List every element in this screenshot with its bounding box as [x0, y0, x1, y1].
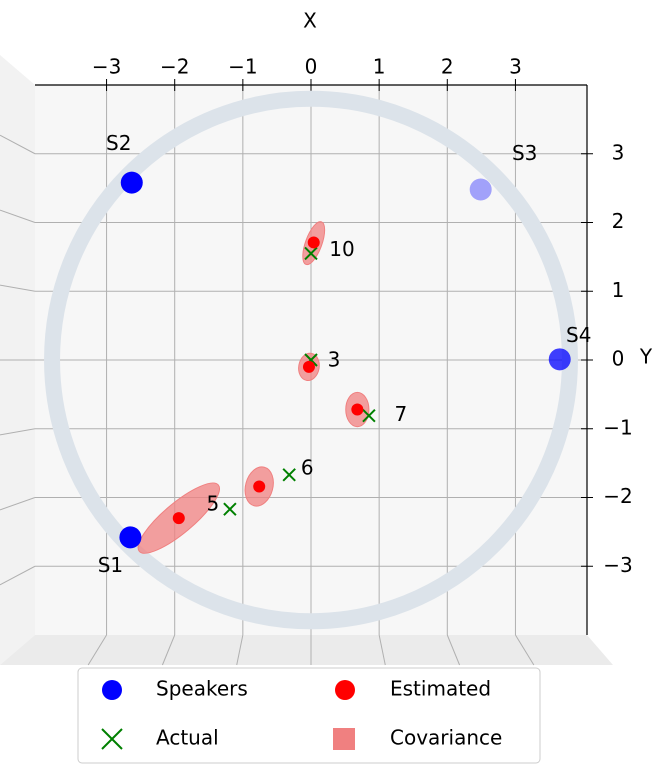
y-tick-label: −3 [603, 553, 632, 577]
grid-line [0, 284, 36, 292]
legend [77, 667, 541, 764]
point-label: S4 [566, 323, 591, 347]
grid-line [446, 634, 461, 666]
actual-point [223, 502, 237, 516]
grid-line [161, 634, 176, 666]
point-label: S1 [98, 553, 123, 577]
grid-line [0, 497, 36, 511]
grid-line [0, 565, 36, 586]
legend-swatch [335, 680, 355, 700]
legend-swatch [333, 728, 355, 750]
point-label: 7 [395, 402, 408, 426]
legend-swatch [101, 728, 123, 750]
actual-point [362, 408, 376, 423]
grid-line [236, 634, 244, 666]
legend-label: Covariance [390, 726, 502, 750]
grid-line [515, 634, 535, 666]
estimated-point [302, 360, 315, 373]
speaker-point [469, 178, 492, 201]
grid-line [0, 428, 36, 436]
y-axis-label: Y [639, 345, 653, 369]
actual-point [282, 468, 296, 482]
y-tick-label: 3 [612, 140, 625, 164]
estimated-point [172, 512, 185, 525]
speaker-point [119, 526, 142, 549]
speaker-point [120, 171, 143, 194]
y-tick-label: −1 [603, 415, 632, 439]
estimated-point [351, 403, 364, 416]
y-tick-label: −2 [603, 484, 632, 508]
actual-point [304, 246, 318, 261]
x-axis-label: X [303, 9, 317, 33]
y-tick-label: 2 [612, 209, 625, 233]
point-label: 3 [328, 348, 341, 372]
x-tick-label: 0 [305, 55, 318, 79]
grid-line [378, 634, 386, 666]
x-tick-label: −3 [92, 55, 121, 79]
x-tick-label: 1 [373, 55, 386, 79]
x-tick-label: 3 [509, 55, 522, 79]
legend-label: Actual [156, 726, 219, 750]
legend-label: Estimated [390, 677, 491, 701]
grid-line [87, 634, 107, 666]
point-label: 6 [301, 455, 314, 479]
grid-line [0, 209, 36, 223]
point-label: S3 [512, 141, 537, 165]
y-tick-label: 0 [612, 347, 625, 371]
grid-line [0, 134, 36, 155]
x-tick-label: −1 [228, 55, 257, 79]
y-tick-label: 1 [612, 278, 625, 302]
point-label: 5 [207, 492, 220, 516]
x-tick-label: 2 [441, 55, 454, 79]
estimated-point [307, 236, 320, 249]
bottom-pane [0, 635, 613, 665]
x-tick-label: −2 [160, 55, 189, 79]
legend-label: Speakers [156, 677, 248, 701]
estimated-point [253, 480, 266, 493]
point-label: S2 [106, 131, 131, 155]
point-label: 10 [329, 237, 354, 261]
speaker-point [548, 348, 571, 371]
legend-swatch [102, 680, 122, 700]
